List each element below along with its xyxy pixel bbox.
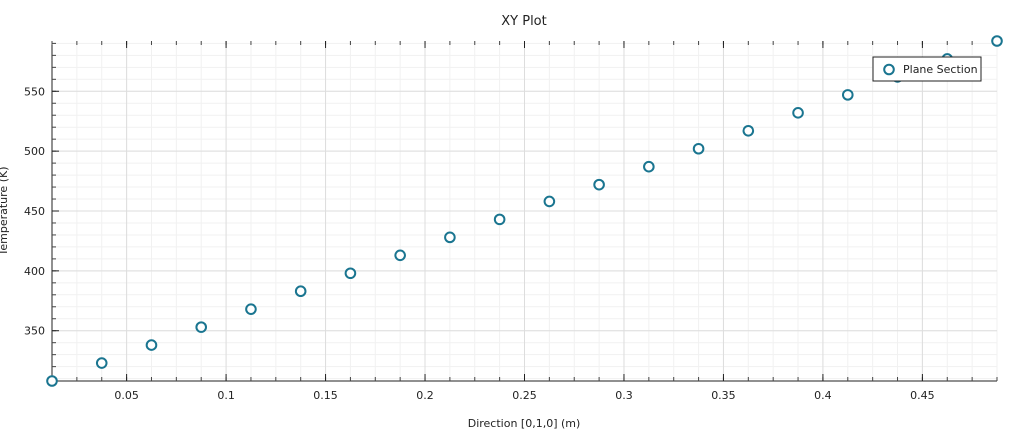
legend: Plane Section — [872, 56, 982, 82]
data-point — [841, 89, 854, 101]
data-point — [543, 195, 556, 208]
data-point — [792, 107, 804, 119]
x-axis-title: Direction [0,1,0] (m) — [468, 417, 581, 430]
data-point — [394, 249, 406, 262]
y-axis-title: Temperature (K) — [0, 167, 10, 257]
data-point — [742, 124, 755, 137]
x-tick-label: 0.2 — [416, 389, 434, 402]
x-tick-label: 0.35 — [711, 389, 736, 402]
data-point — [444, 231, 456, 244]
data-point — [593, 178, 605, 191]
data-point — [643, 160, 655, 173]
x-tick-label: 0.4 — [814, 389, 832, 402]
data-point — [493, 213, 506, 226]
x-tick-label: 0.15 — [313, 389, 338, 402]
y-tick-label: 500 — [24, 145, 45, 158]
major-gridlines — [52, 41, 997, 381]
y-tick-label: 350 — [24, 325, 45, 338]
y-axis-ticks: 350 400 450 500 550 — [24, 42, 59, 380]
data-point — [145, 339, 158, 351]
legend-marker-icon — [883, 63, 895, 76]
x-tick-label: 0.3 — [615, 389, 633, 402]
y-tick-label: 450 — [24, 205, 45, 218]
data-point — [294, 285, 307, 298]
x-axis-ticks: 0.05 0.1 0.15 0.2 0.25 0.3 0.35 0.4 0.45 — [51, 41, 998, 402]
data-point — [46, 375, 58, 387]
data-point — [245, 303, 257, 315]
data-point — [692, 142, 705, 155]
chart-title: XY Plot — [501, 14, 546, 29]
data-point — [344, 267, 357, 280]
y-tick-label: 400 — [24, 265, 45, 278]
data-point — [95, 357, 108, 369]
data-point — [991, 35, 1003, 47]
x-tick-label: 0.1 — [217, 389, 235, 402]
data-point — [195, 321, 208, 333]
x-tick-label: 0.45 — [910, 389, 935, 402]
x-tick-label: 0.05 — [114, 389, 139, 402]
legend-label: Plane Section — [903, 63, 978, 76]
x-tick-label: 0.25 — [512, 389, 537, 402]
y-tick-label: 550 — [24, 85, 45, 98]
